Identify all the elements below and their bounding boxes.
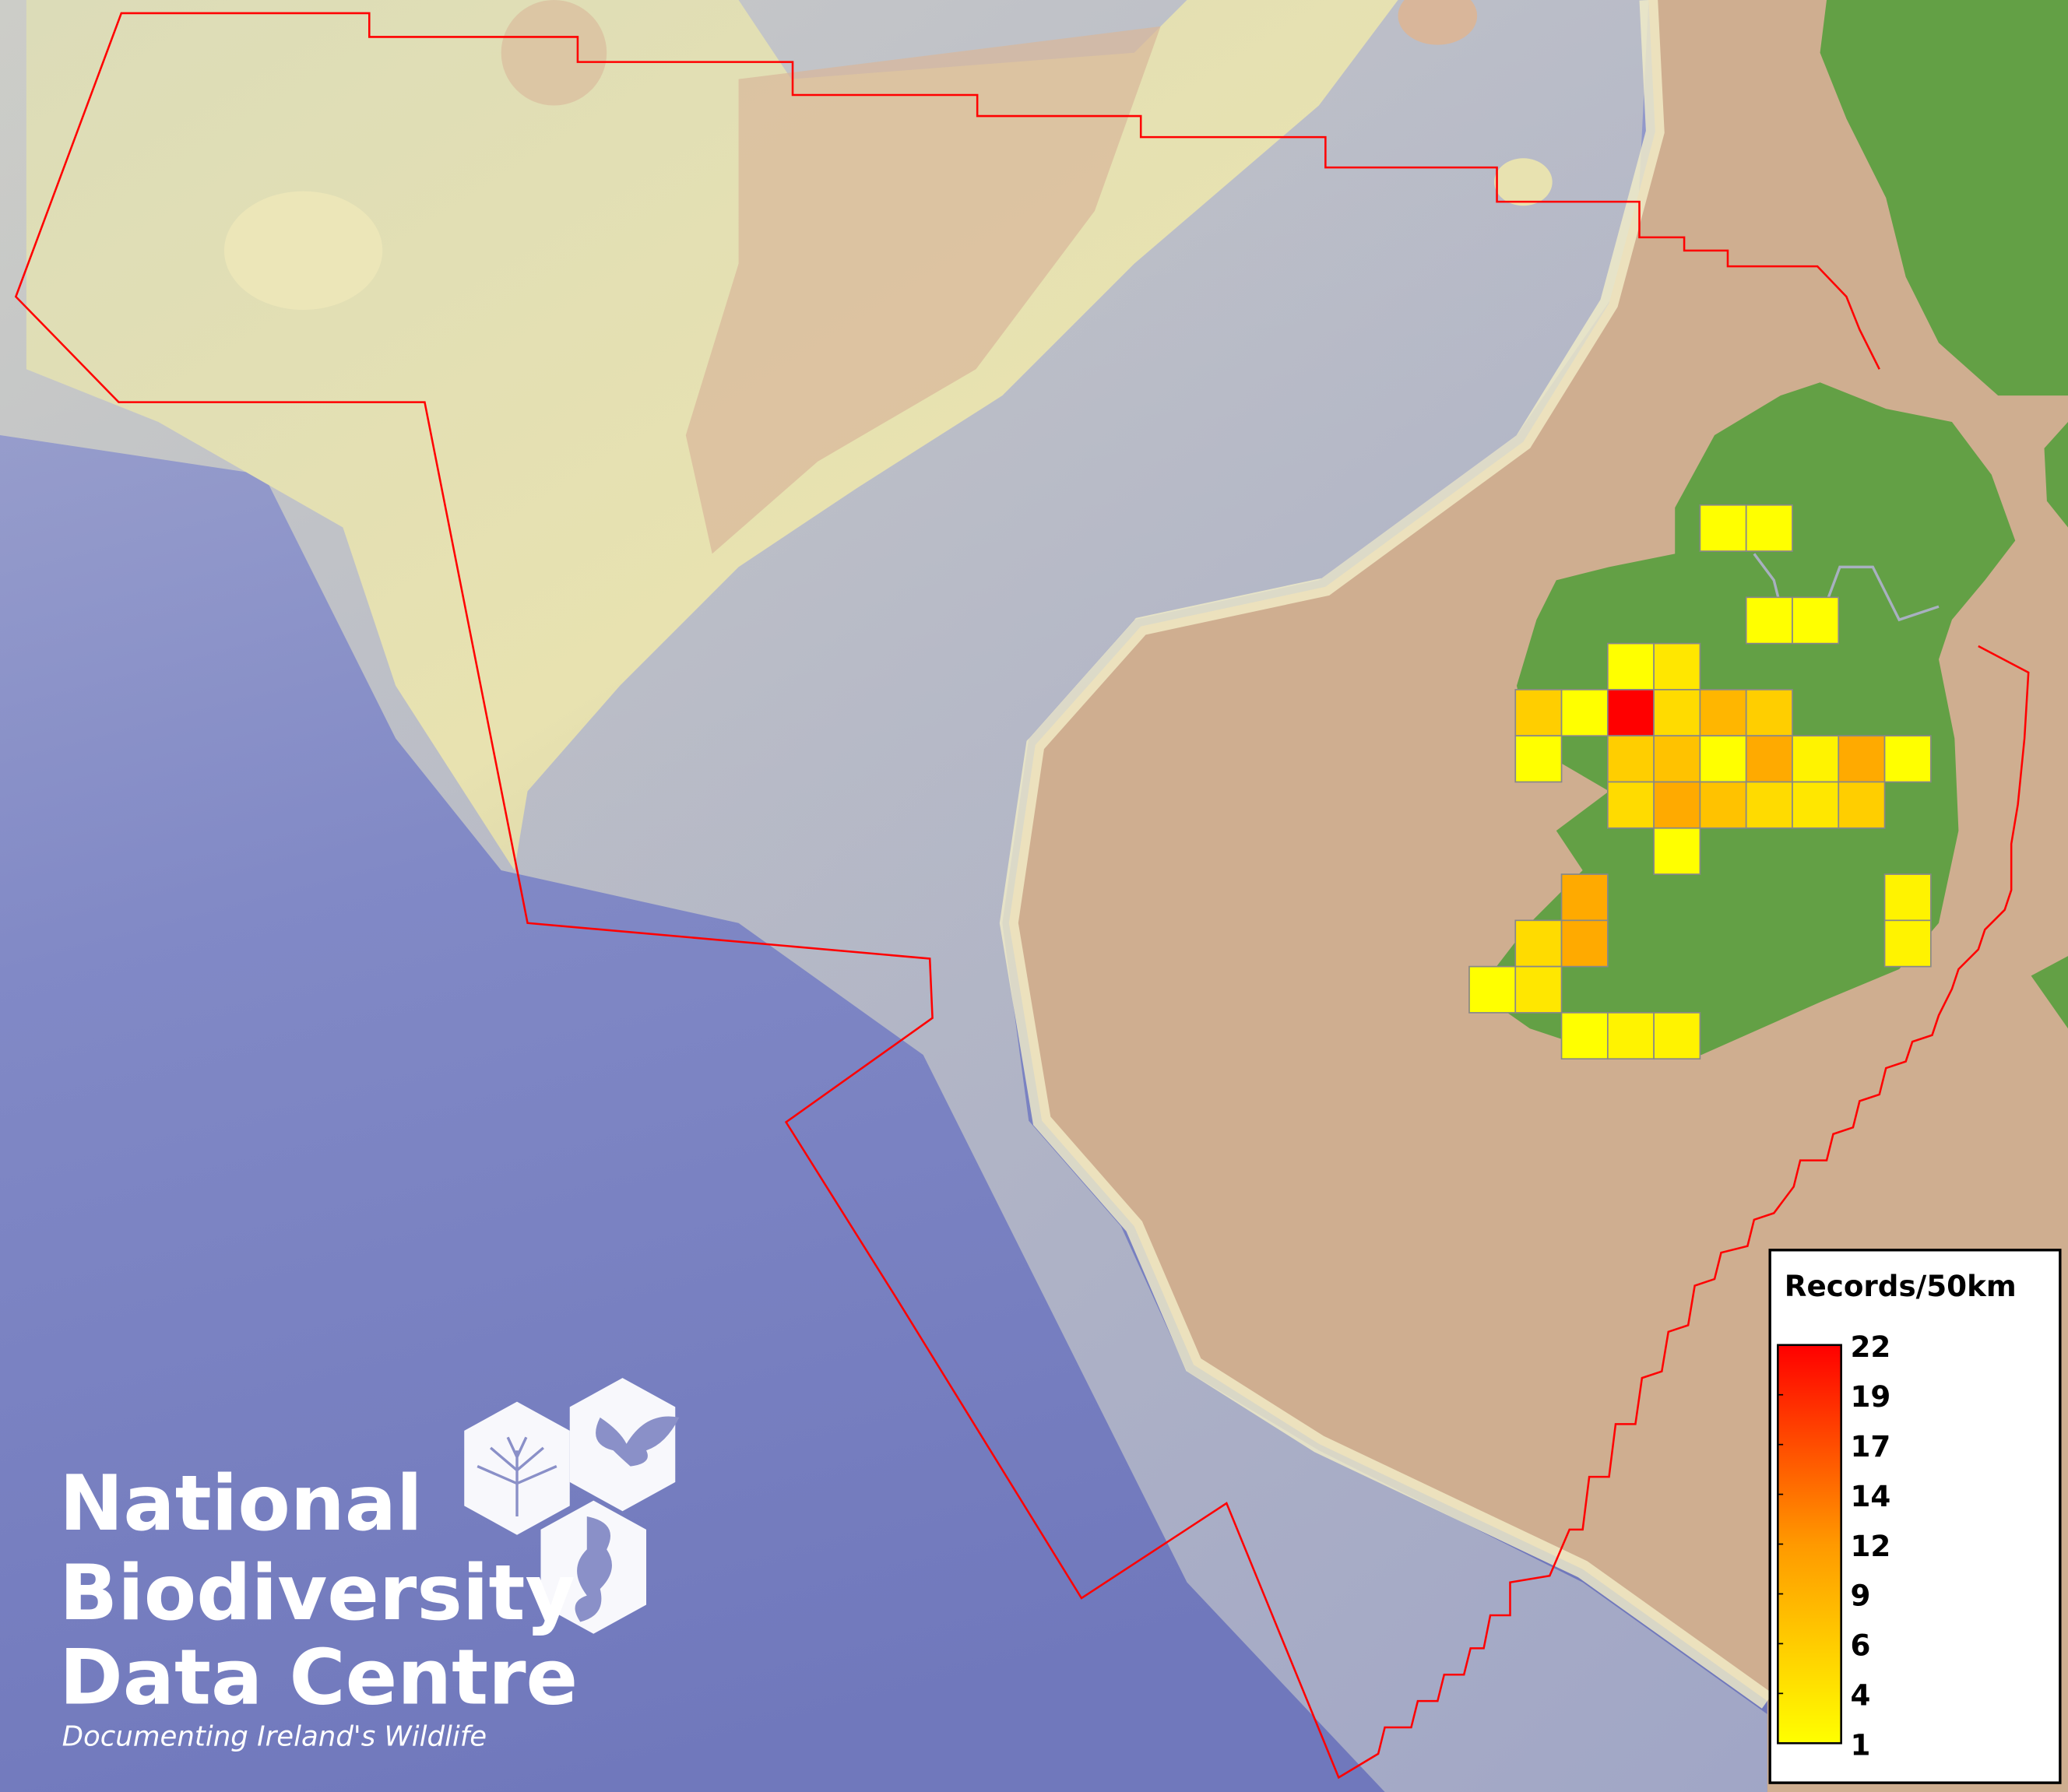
grid-cell-r3-c3[interactable] bbox=[1606, 642, 1655, 690]
grid-cell-r9-c1[interactable] bbox=[1514, 919, 1563, 968]
records-grid bbox=[1468, 504, 1932, 1060]
grid-cell-r4-c4[interactable] bbox=[1653, 689, 1701, 737]
grid-cell-r9-c2[interactable] bbox=[1560, 919, 1609, 968]
grid-cell-r9-c9[interactable] bbox=[1883, 919, 1932, 968]
grid-cell-r0-c5[interactable] bbox=[1699, 504, 1747, 552]
grid-cell-r5-c5[interactable] bbox=[1699, 735, 1747, 783]
britain-land bbox=[1820, 0, 2068, 396]
grid-cell-r2-c6[interactable] bbox=[1745, 596, 1793, 645]
grid-cell-r5-c6[interactable] bbox=[1745, 735, 1793, 783]
grid-cell-r5-c3[interactable] bbox=[1606, 735, 1655, 783]
legend: Records/50km 22 19 17 14 12 9 6 4 1 bbox=[1768, 1249, 2062, 1784]
legend-tick-label: 9 bbox=[1851, 1579, 1871, 1613]
grid-cell-r4-c6[interactable] bbox=[1745, 689, 1793, 737]
legend-tick-label: 6 bbox=[1851, 1629, 1871, 1663]
grid-cell-r5-c8[interactable] bbox=[1838, 735, 1886, 783]
grid-cell-r2-c7[interactable] bbox=[1792, 596, 1840, 645]
grid-cell-r6-c4[interactable] bbox=[1653, 781, 1701, 829]
grid-cell-r5-c1[interactable] bbox=[1514, 735, 1563, 783]
grid-cell-r4-c5[interactable] bbox=[1699, 689, 1747, 737]
grid-cell-r4-c3[interactable] bbox=[1606, 689, 1655, 737]
grid-cell-r11-c4[interactable] bbox=[1653, 1012, 1701, 1060]
grid-cell-r8-c9[interactable] bbox=[1883, 873, 1932, 922]
grid-cell-r6-c8[interactable] bbox=[1838, 781, 1886, 829]
eez-boundary-line bbox=[14, 12, 2030, 1780]
grid-cell-r10-c0[interactable] bbox=[1468, 965, 1517, 1014]
grid-cell-r4-c1[interactable] bbox=[1514, 689, 1563, 737]
grid-cell-r6-c3[interactable] bbox=[1606, 781, 1655, 829]
legend-tick-label: 19 bbox=[1851, 1379, 1891, 1414]
grid-cell-r6-c6[interactable] bbox=[1745, 781, 1793, 829]
grid-cell-r11-c3[interactable] bbox=[1606, 1012, 1655, 1060]
logo-line-national: National bbox=[59, 1460, 423, 1548]
grid-cell-r3-c4[interactable] bbox=[1653, 642, 1701, 690]
grid-cell-r11-c2[interactable] bbox=[1560, 1012, 1609, 1060]
grid-cell-r8-c2[interactable] bbox=[1560, 873, 1609, 922]
legend-tick-label: 1 bbox=[1851, 1728, 1871, 1762]
logo-line-data-centre: Data Centre bbox=[59, 1634, 578, 1723]
grid-cell-r5-c7[interactable] bbox=[1792, 735, 1840, 783]
legend-tick-label: 4 bbox=[1851, 1678, 1871, 1713]
nbdc-logo: National Biodiversity Data Centre Docume… bbox=[59, 1378, 680, 1753]
grid-cell-r6-c7[interactable] bbox=[1792, 781, 1840, 829]
grid-cell-r5-c9[interactable] bbox=[1883, 735, 1932, 783]
legend-tick-label: 22 bbox=[1851, 1330, 1891, 1364]
logo-tagline: Documenting Ireland's Wildlife bbox=[62, 1721, 487, 1753]
grid-cell-r10-c1[interactable] bbox=[1514, 965, 1563, 1014]
legend-color-ramp bbox=[1777, 1344, 1842, 1745]
grid-cell-r7-c4[interactable] bbox=[1653, 827, 1701, 875]
legend-tick-label: 17 bbox=[1851, 1429, 1891, 1463]
legend-tick-label: 12 bbox=[1851, 1529, 1891, 1563]
grid-cell-r6-c5[interactable] bbox=[1699, 781, 1747, 829]
legend-tick-label: 14 bbox=[1851, 1479, 1891, 1513]
grid-cell-r0-c6[interactable] bbox=[1745, 504, 1793, 552]
grid-cell-r5-c4[interactable] bbox=[1653, 735, 1701, 783]
legend-title: Records/50km bbox=[1785, 1269, 2017, 1303]
logo-line-biodiversity: Biodiversity bbox=[59, 1549, 575, 1638]
grid-cell-r4-c2[interactable] bbox=[1560, 689, 1609, 737]
